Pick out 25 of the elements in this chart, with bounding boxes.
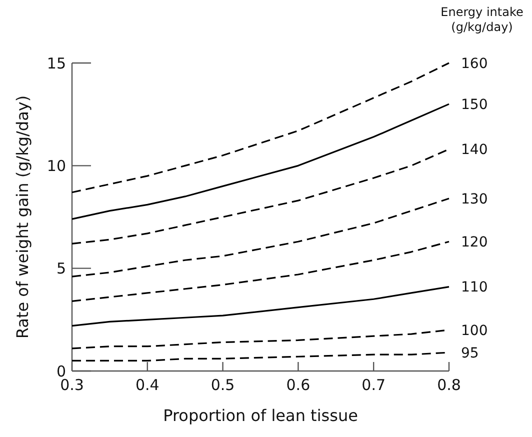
x-tick-label: 0.8 xyxy=(437,376,461,394)
series-label: 140 xyxy=(461,142,488,158)
line-series xyxy=(71,240,450,302)
series-label: 110 xyxy=(461,280,488,296)
y-axis-title: Rate of weight gain (g/kg/day) xyxy=(13,95,32,339)
x-tick-label: 0.4 xyxy=(135,376,160,394)
series-label: 100 xyxy=(461,322,488,339)
series-label: 120 xyxy=(461,234,488,251)
series-label: 160 xyxy=(461,56,488,72)
series-label: 95 xyxy=(461,345,479,362)
legend-title: Energy intake (g/kg/day) xyxy=(440,5,524,34)
line-series xyxy=(71,62,450,194)
y-tick-label: 15 xyxy=(46,54,66,72)
y-tick-label: 10 xyxy=(46,156,66,175)
line-series xyxy=(71,103,450,220)
x-axis-title: Proportion of lean tissue xyxy=(163,406,358,425)
line-series xyxy=(71,198,450,278)
x-tick-label: 0.5 xyxy=(210,376,235,394)
x-tick-label: 0.6 xyxy=(286,376,310,394)
line-series xyxy=(71,286,450,327)
x-tick-label: 0.7 xyxy=(362,376,386,394)
series-label: 130 xyxy=(461,191,488,208)
y-tick-label: 5 xyxy=(56,260,66,278)
x-tick-label: 0.3 xyxy=(60,376,84,394)
series-label: 150 xyxy=(461,96,488,113)
